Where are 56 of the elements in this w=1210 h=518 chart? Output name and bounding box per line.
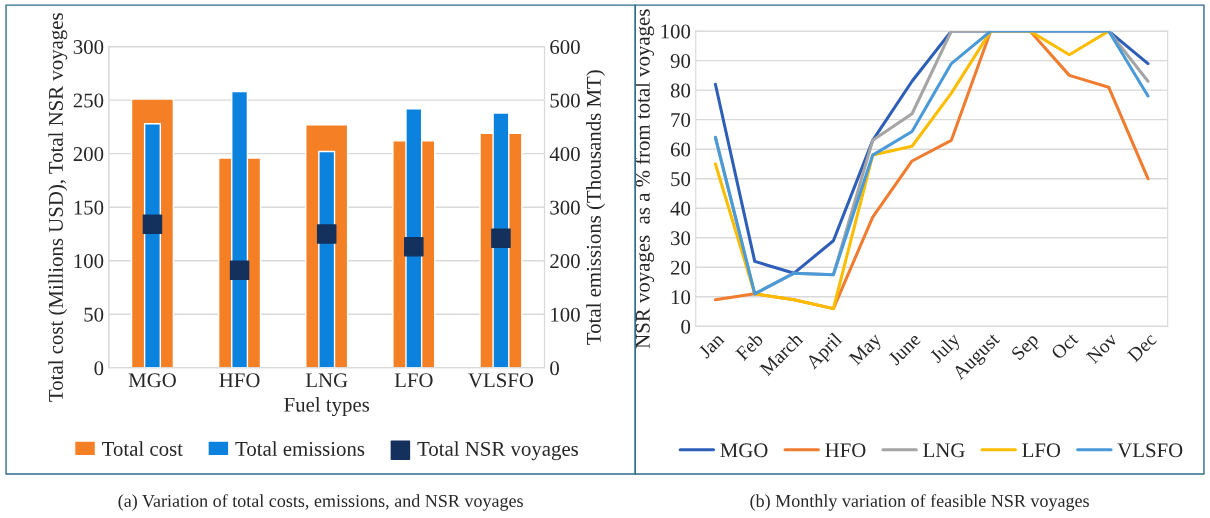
y-tick-label: 150 — [74, 200, 104, 215]
y-tick-label: 20 — [670, 260, 691, 275]
x-tick-label: May — [848, 331, 886, 369]
y2-tick-label: 500 — [550, 93, 580, 108]
x-tick-label: Nov — [1085, 331, 1119, 365]
legend-label: LNG — [923, 443, 965, 458]
y-tick-label: 10 — [671, 290, 691, 305]
point — [491, 228, 511, 248]
y-tick-label: 40 — [670, 201, 691, 216]
legend-label: Total cost — [102, 441, 183, 456]
y-tick-label: 30 — [671, 231, 691, 246]
point — [229, 260, 250, 281]
x-tick-label: LFO — [394, 373, 433, 388]
y-axis-title: NSR voyages as a % from total voyages — [634, 9, 655, 349]
y-tick-label: 100 — [74, 254, 104, 269]
y-tick-label: 0 — [94, 361, 104, 376]
y-tick-label: 90 — [670, 53, 691, 69]
y-tick-label: 60 — [670, 142, 691, 157]
point — [142, 214, 163, 235]
y2-tick-label: 600 — [550, 39, 580, 55]
text: (b) Monthly variation of feasible NSR voyages — [750, 494, 1089, 511]
y-tick-label: 50 — [84, 307, 104, 322]
x-tick-label: June — [887, 332, 922, 366]
y2-tick-label: 0 — [550, 361, 559, 376]
y-tick-label: 80 — [670, 83, 691, 98]
y-axis-title: Total cost (Millions USD), Total NSR voyages — [48, 13, 68, 402]
point — [316, 224, 337, 244]
x-tick-label: HFO — [219, 373, 260, 388]
point — [404, 237, 424, 257]
y-tick-label: 50 — [671, 172, 691, 187]
x-tick-label: VLSFO — [468, 373, 534, 388]
y2-tick-label: 300 — [550, 200, 580, 215]
y-tick-label: 250 — [73, 93, 104, 108]
y-tick-label: 100 — [661, 24, 691, 39]
x-tick-label: Oct — [1050, 331, 1079, 361]
legend-label: Total NSR voyages — [417, 441, 579, 461]
x-tick-label: Sep — [1010, 332, 1042, 364]
y-tick-label: 200 — [73, 147, 104, 162]
x-axis-title: Fuel types — [284, 397, 370, 417]
x-tick-label: Dec — [1126, 332, 1158, 363]
y-tick-label: 0 — [681, 319, 691, 334]
y2-axis-title: Total emissions (Thousands MT) — [586, 70, 606, 345]
legend-label: MGO — [720, 443, 768, 458]
x-tick-label: Jan — [697, 331, 725, 359]
x-tick-label: MGO — [128, 373, 176, 388]
legend-label: LFO — [1022, 443, 1061, 458]
legend-label: Total emissions — [235, 441, 365, 456]
x-tick-label: LNG — [305, 373, 348, 388]
legend-label: VLSFO — [1117, 443, 1183, 458]
y-tick-label: 70 — [671, 113, 691, 128]
legend-label: HFO — [825, 443, 866, 458]
y-tick-label: 300 — [73, 39, 104, 55]
y2-tick-label: 400 — [549, 147, 580, 162]
y2-tick-label: 100 — [551, 307, 580, 322]
text: (a) Variation of total costs, emissions, and NSR voyages — [118, 494, 523, 511]
y2-tick-label: 200 — [550, 254, 580, 269]
